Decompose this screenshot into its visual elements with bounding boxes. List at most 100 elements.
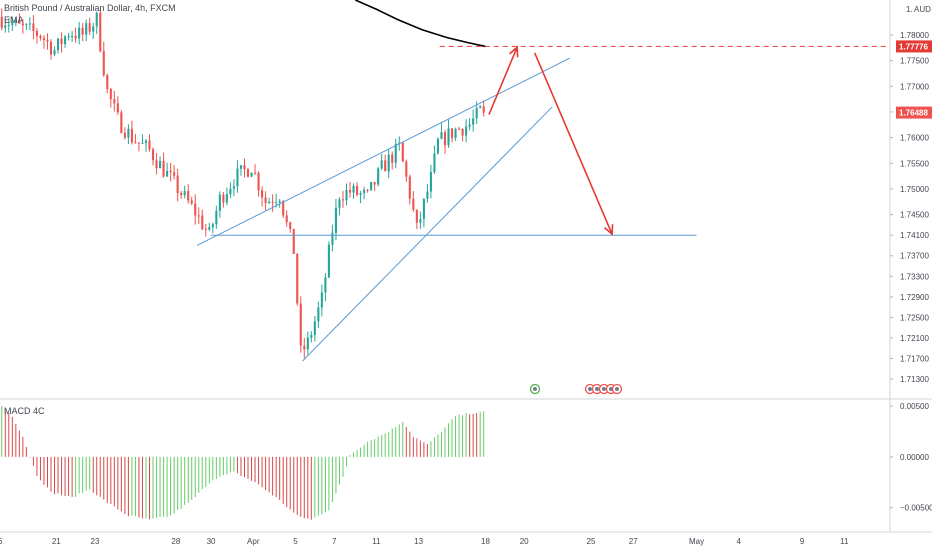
- candle-body: [380, 160, 383, 169]
- candle: [380, 153, 383, 170]
- candle: [67, 32, 70, 41]
- candle: [64, 35, 67, 48]
- candle: [106, 73, 109, 94]
- candle-body: [394, 143, 397, 163]
- price-tick-label: 1.71700: [900, 354, 929, 363]
- candle: [363, 186, 366, 200]
- candle-body: [401, 142, 404, 162]
- candle-body: [130, 128, 133, 143]
- candle: [232, 179, 235, 197]
- candle-body: [208, 227, 211, 230]
- candle: [377, 166, 380, 187]
- event-marker-icon[interactable]: [529, 383, 541, 395]
- price-tick-label: 1.73300: [900, 272, 929, 281]
- symbol-title[interactable]: British Pound / Australian Dollar, 4h, F…: [4, 3, 176, 13]
- candle-body: [250, 172, 253, 177]
- candle-body: [148, 140, 151, 150]
- projection-arrow-down-head: [604, 224, 614, 236]
- candle-body: [334, 207, 338, 233]
- event-markers[interactable]: [529, 383, 623, 395]
- event-marker-icon[interactable]: [598, 383, 610, 395]
- candle-body: [169, 170, 172, 173]
- macd-tick-label: −0.00500: [900, 504, 932, 513]
- candle: [159, 156, 162, 169]
- candle-body: [85, 23, 88, 35]
- candle-body: [239, 165, 243, 169]
- time-tick-label: 11: [840, 537, 849, 546]
- candle-body: [327, 244, 330, 278]
- candle-body: [35, 30, 38, 36]
- candle-body: [18, 19, 21, 24]
- candle-body: [190, 200, 193, 204]
- candle: [95, 11, 98, 34]
- candle-body: [218, 194, 221, 211]
- ema-legend[interactable]: EMA: [4, 15, 24, 25]
- candle-body: [113, 99, 116, 104]
- candle: [85, 19, 88, 42]
- candle: [345, 183, 348, 206]
- candle: [71, 31, 74, 42]
- candle-body: [257, 172, 260, 191]
- candle: [211, 222, 214, 234]
- candle-body: [447, 128, 450, 146]
- time-tick-label: 23: [91, 537, 100, 546]
- wedge-upper-trendline[interactable]: [196, 57, 571, 246]
- candle-body: [440, 132, 443, 139]
- candle-body: [296, 253, 299, 304]
- candle: [239, 165, 243, 176]
- candle: [356, 182, 359, 197]
- candle-body: [88, 23, 91, 32]
- candle-body: [215, 210, 218, 225]
- candle-body: [141, 142, 144, 144]
- candle: [18, 13, 21, 24]
- candle: [162, 152, 165, 178]
- candle-body: [123, 132, 126, 138]
- candle-body: [134, 142, 137, 144]
- candle-body: [482, 106, 485, 113]
- candle: [123, 127, 126, 140]
- event-marker-dot: [615, 387, 619, 391]
- projection-arrow-down[interactable]: [533, 52, 614, 236]
- candle: [440, 123, 443, 140]
- candle-body: [162, 160, 165, 177]
- candle-body: [155, 160, 158, 169]
- candle-body: [0, 16, 3, 28]
- candle: [282, 200, 285, 218]
- candle: [137, 142, 141, 152]
- candle-body: [243, 165, 246, 170]
- candle-body: [11, 23, 14, 26]
- projection-arrow-up[interactable]: [488, 45, 519, 115]
- candle: [331, 224, 334, 252]
- candle-body: [426, 191, 429, 199]
- candle-body: [472, 118, 475, 125]
- ema-line: [354, 0, 486, 48]
- candle: [53, 46, 56, 57]
- wedge-lower-trendline[interactable]: [302, 106, 553, 362]
- candle: [141, 134, 144, 144]
- candle-body: [151, 149, 155, 161]
- candle: [327, 241, 330, 279]
- candle: [14, 17, 17, 27]
- candle-body: [166, 170, 169, 177]
- candle-body: [341, 199, 345, 201]
- candle-body: [222, 194, 225, 203]
- event-marker-icon[interactable]: [611, 383, 623, 395]
- candle-body: [443, 132, 447, 146]
- candle-body: [236, 168, 239, 187]
- candle-body: [303, 345, 306, 350]
- candle: [222, 191, 225, 208]
- time-tick-label: 28: [171, 537, 180, 546]
- candle: [359, 190, 362, 204]
- candle-body: [261, 190, 264, 198]
- axes: 1.AUD1.780001.775001.770001.765001.76000…: [0, 5, 932, 546]
- candle-body: [25, 24, 28, 26]
- candle-body: [352, 185, 355, 193]
- time-tick-label: 5: [293, 537, 298, 546]
- candle-body: [391, 154, 394, 163]
- candle-body: [331, 232, 334, 245]
- candle-body: [370, 182, 373, 190]
- candle: [299, 296, 302, 353]
- macd-legend[interactable]: MACD 4C: [4, 406, 45, 416]
- candle: [246, 167, 250, 178]
